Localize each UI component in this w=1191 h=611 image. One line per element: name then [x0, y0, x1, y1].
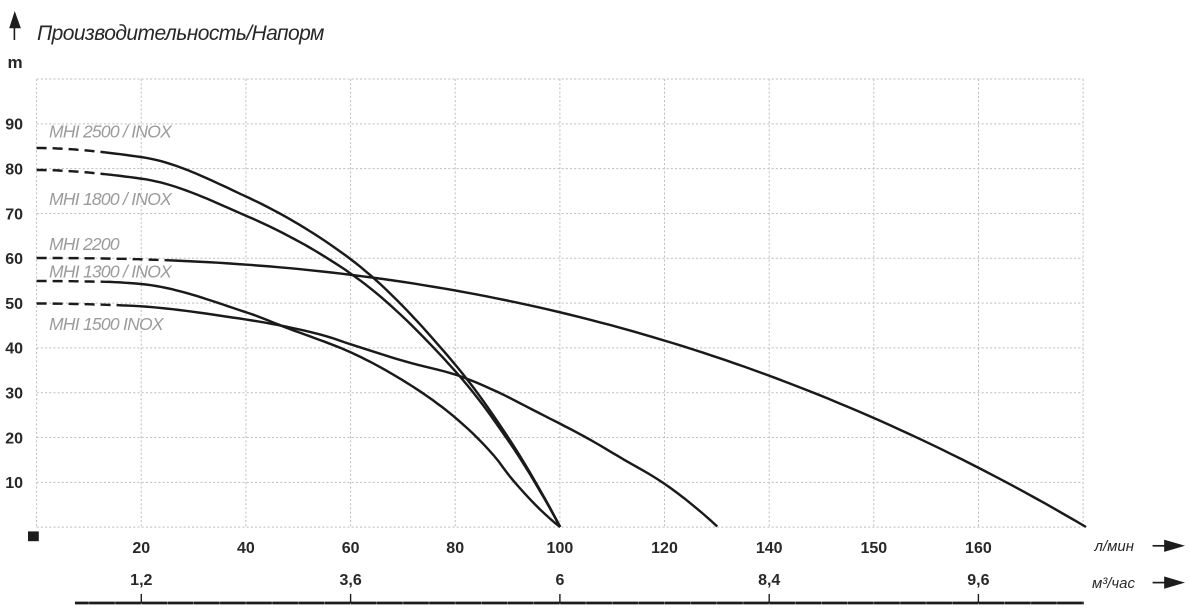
svg-text:50: 50: [5, 296, 23, 313]
svg-text:10: 10: [5, 475, 23, 492]
svg-text:80: 80: [5, 162, 23, 179]
svg-text:40: 40: [237, 540, 255, 557]
svg-text:л/мин: л/мин: [1093, 538, 1134, 555]
svg-text:80: 80: [446, 540, 464, 557]
svg-text:MHI 1300 / INOX: MHI 1300 / INOX: [49, 262, 173, 282]
svg-text:MHI 2500 / INOX: MHI 2500 / INOX: [49, 122, 173, 142]
svg-text:8,4: 8,4: [758, 572, 780, 589]
svg-text:3,6: 3,6: [339, 572, 361, 589]
svg-text:m: m: [8, 53, 23, 72]
svg-text:9,6: 9,6: [967, 572, 989, 589]
svg-text:1,2: 1,2: [130, 572, 152, 589]
svg-text:160: 160: [965, 540, 992, 557]
svg-text:30: 30: [5, 386, 23, 403]
svg-text:MHI 2200: MHI 2200: [49, 234, 120, 254]
svg-text:60: 60: [5, 251, 23, 268]
svg-text:20: 20: [5, 430, 23, 447]
svg-text:70: 70: [5, 206, 23, 223]
svg-text:140: 140: [756, 540, 783, 557]
svg-text:90: 90: [5, 117, 23, 134]
svg-text:20: 20: [132, 540, 150, 557]
svg-text:40: 40: [5, 341, 23, 358]
svg-text:150: 150: [860, 540, 887, 557]
svg-text:MHI 1500 INOX: MHI 1500 INOX: [49, 314, 165, 334]
svg-text:Производительность/Напорм: Производительность/Напорм: [37, 22, 324, 45]
svg-text:м³/час: м³/час: [1092, 575, 1136, 592]
svg-text:60: 60: [342, 540, 360, 557]
svg-text:6: 6: [555, 572, 564, 589]
svg-text:120: 120: [651, 540, 678, 557]
svg-text:MHI 1800 / INOX: MHI 1800 / INOX: [49, 189, 173, 209]
svg-text:100: 100: [547, 540, 574, 557]
